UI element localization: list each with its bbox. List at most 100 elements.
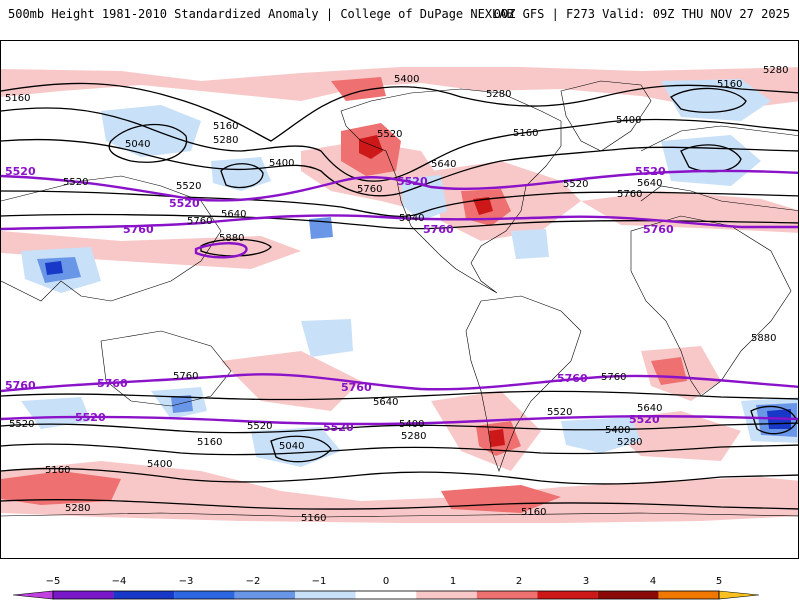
colorbar-segment: [658, 591, 719, 599]
height-label: 5160: [521, 507, 546, 518]
negative-anomaly-europe: [661, 135, 761, 186]
colorbar-segment: [476, 591, 538, 599]
negative-anomaly-caribbean: [511, 229, 549, 259]
height-label: 5880: [751, 333, 776, 344]
height-label: 5520: [63, 177, 88, 188]
positive-anomaly-argentina-strong: [489, 429, 505, 447]
height-label: 5160: [717, 79, 742, 90]
height-label: 5280: [486, 89, 511, 100]
height-label: 5040: [125, 139, 150, 150]
contour-siberia-low: [108, 123, 188, 163]
height-label: 5760: [617, 189, 642, 200]
highlight-label: 5520: [75, 411, 106, 424]
colorbar-segment: [537, 591, 598, 599]
coast-europe: [640, 125, 798, 211]
highlight-5760-south: [1, 373, 798, 393]
colorbar-tick-label: −3: [179, 576, 194, 587]
height-label: 5160: [213, 121, 238, 132]
colorbar-tick-label: 3: [583, 576, 589, 587]
colorbar: −5 −4 −3 −2 −1 0 1 2 3 4 5: [0, 570, 800, 600]
colorbar-tick-label: 1: [450, 576, 456, 587]
height-label: 5640: [637, 403, 662, 414]
height-label: 5640: [431, 159, 456, 170]
anomaly-map: 5160 5040 5160 5280 5400 5520 5520 5640 …: [1, 65, 798, 524]
height-label: 5400: [394, 74, 419, 85]
colorbar-tick-label: −2: [246, 576, 261, 587]
height-label: 5280: [213, 135, 238, 146]
contour-n-2: [1, 107, 798, 182]
contour-s-2: [1, 422, 798, 434]
colorbar-arrow-low: [12, 590, 54, 600]
colorbar-tick-label: 0: [383, 576, 389, 587]
highlight-label: 5760: [557, 372, 588, 385]
negative-anomaly-w-pacific: [21, 397, 91, 429]
negative-anomaly-ne-pac-mod: [309, 217, 333, 239]
height-label: 5760: [173, 371, 198, 382]
height-label: 5160: [5, 93, 30, 104]
highlight-label: 5760: [123, 223, 154, 236]
highlight-5760-north: [1, 214, 798, 231]
positive-anomaly-alaska-strong: [359, 135, 383, 159]
highlight-5520-south: [1, 415, 798, 426]
height-label: 5160: [45, 465, 70, 476]
coast-antarctica: [1, 512, 798, 518]
map-title: 500mb Height 1981-2010 Standardized Anom…: [8, 7, 514, 21]
coast-north-america: [340, 88, 562, 294]
colorbar-segment: [416, 591, 477, 599]
height-label: 5520: [9, 419, 34, 430]
height-label: 5520: [377, 129, 402, 140]
highlight-label: 5520: [5, 165, 36, 178]
height-label: 5400: [399, 419, 424, 430]
colorbar-svg: −5 −4 −3 −2 −1 0 1 2 3 4 5: [12, 576, 760, 600]
colorbar-segment: [174, 591, 235, 599]
contour-ne-pacific-low: [220, 163, 264, 189]
height-label: 5400: [147, 459, 172, 470]
height-label: 5400: [605, 425, 630, 436]
height-label: 5160: [513, 128, 538, 139]
colorbar-segment: [355, 591, 417, 599]
contour-n-3: [1, 138, 798, 197]
map-panel: 5160 5040 5160 5280 5400 5520 5520 5640 …: [0, 40, 799, 559]
contour-s-1: [1, 390, 798, 401]
colorbar-outline: [52, 590, 720, 600]
height-label: 5040: [399, 213, 424, 224]
highlight-label: 5760: [423, 223, 454, 236]
positive-anomaly-polar-north: [1, 67, 798, 111]
height-label: 5400: [269, 158, 294, 169]
height-label: 5040: [279, 441, 304, 452]
colorbar-segment: [597, 591, 659, 599]
run-info: 00Z GFS | F273 Valid: 09Z THU NOV 27 202…: [493, 7, 790, 21]
coast-greenland: [560, 80, 652, 152]
positive-anomaly-e-us-strong: [473, 197, 493, 215]
colorbar-ticks: −5 −4 −3 −2 −1 0 1 2 3 4 5: [46, 576, 723, 587]
highlight-label: 5760: [97, 377, 128, 390]
height-label: 5280: [763, 65, 788, 76]
height-label: 5280: [65, 503, 90, 514]
negative-anomaly-siberia: [101, 105, 201, 157]
height-label: 5520: [176, 181, 201, 192]
positive-anomaly-n-pacific-mod: [331, 77, 386, 101]
positive-anomaly-s-pacific: [221, 351, 361, 411]
positive-anomaly-tropical-band: [1, 231, 301, 269]
negative-anomaly-ne-pacific: [211, 157, 271, 191]
contour-n-5: [1, 213, 798, 230]
height-contours: [1, 82, 798, 510]
height-label: 5160: [197, 437, 222, 448]
colorbar-segment: [53, 591, 114, 599]
negative-anomaly-se-pacific: [251, 427, 341, 467]
height-label: 5640: [373, 397, 398, 408]
contour-s-pac-low: [270, 435, 332, 463]
height-label: 5520: [563, 179, 588, 190]
highlight-5520-north: [1, 169, 798, 202]
height-label-group: 5160 5040 5160 5280 5400 5520 5520 5640 …: [5, 65, 788, 524]
colorbar-segment: [234, 591, 296, 599]
height-label: 5520: [247, 421, 272, 432]
height-label: 5760: [601, 372, 626, 383]
highlight-label-group: 5520 5760 5520 5760 5520 5760 5520 5760 …: [5, 165, 674, 434]
negative-anomaly-aus-mod: [171, 395, 193, 413]
highlight-label: 5520: [323, 421, 354, 434]
height-label: 5400: [616, 115, 641, 126]
negative-anomaly-india-strong: [45, 261, 63, 275]
coast-asia: [1, 175, 222, 302]
height-label: 5280: [617, 437, 642, 448]
